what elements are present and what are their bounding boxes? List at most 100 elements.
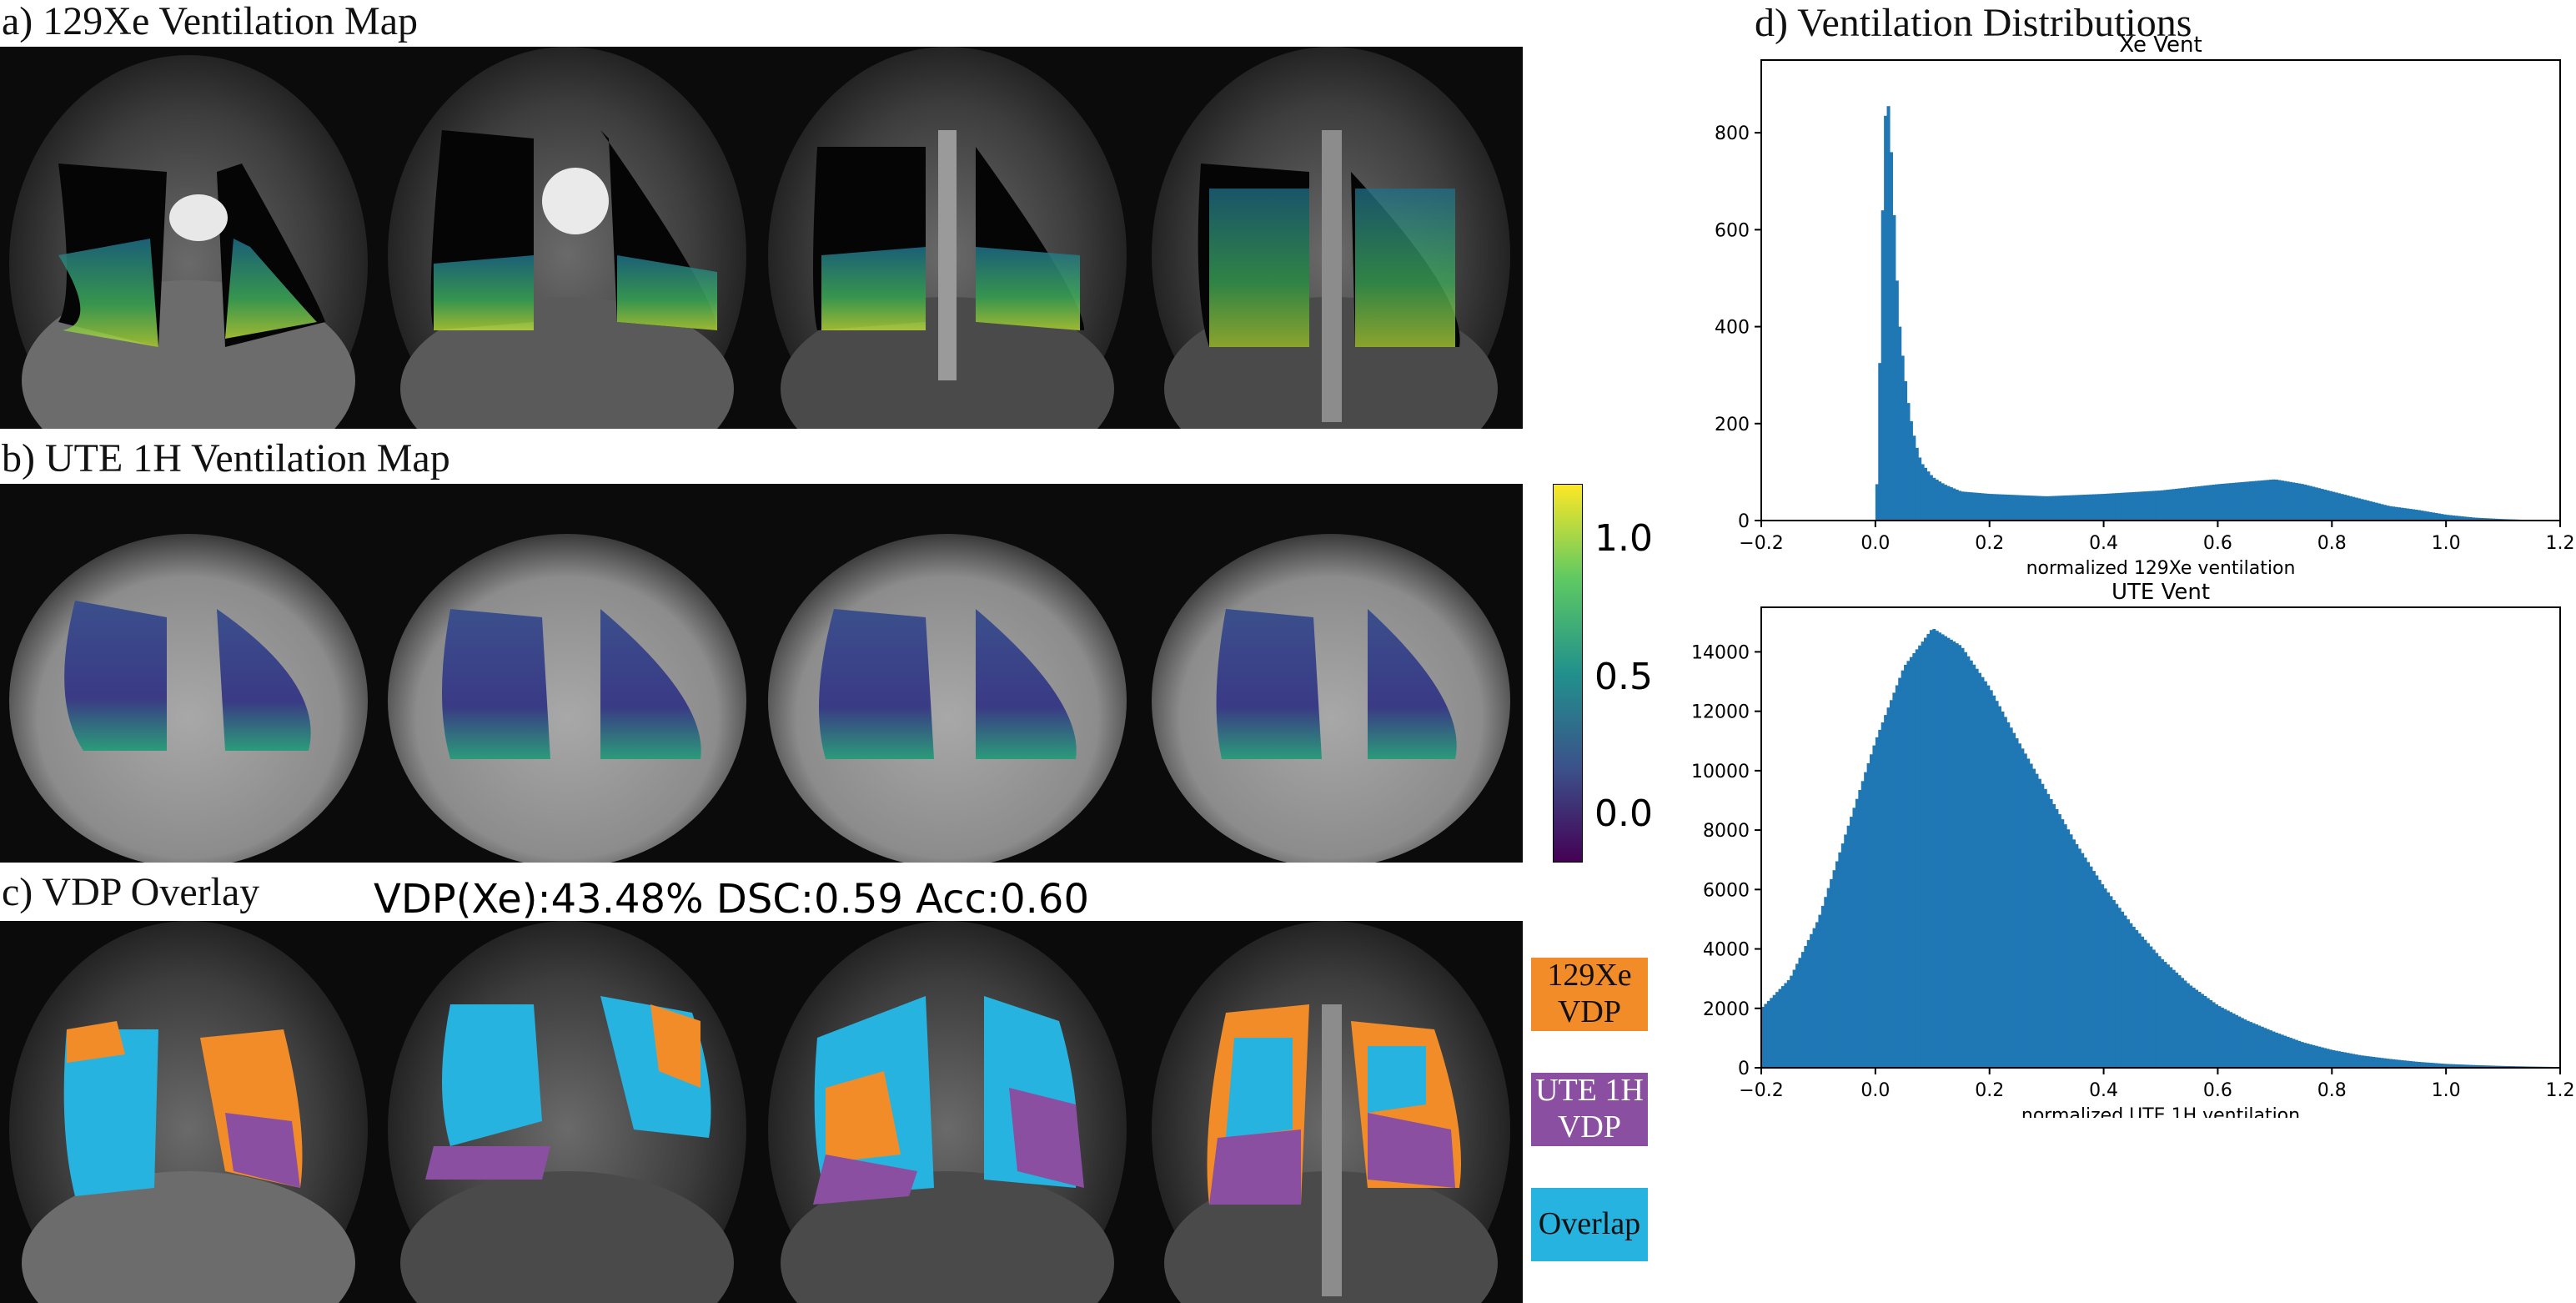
histogram-bar xyxy=(2328,1049,2332,1068)
histogram-bar xyxy=(2001,494,2005,521)
x-tick-label: 0.2 xyxy=(1975,1080,2004,1101)
histogram-bar xyxy=(2012,732,2016,1068)
histogram-bar xyxy=(2003,717,2007,1068)
x-tick-label: 0.6 xyxy=(2203,1080,2232,1101)
histogram-bar xyxy=(2075,844,2079,1068)
histogram-bar xyxy=(2137,491,2142,521)
histogram-bar xyxy=(1772,994,1776,1068)
histogram-bar xyxy=(1761,1006,1765,1068)
ute-ventilation-images xyxy=(0,484,1523,863)
histogram-bar xyxy=(1938,632,1942,1068)
y-tick-label: 0 xyxy=(1738,1059,1750,1079)
histogram-bar xyxy=(2317,1046,2322,1068)
histogram-bar xyxy=(2189,985,2193,1068)
histogram-bar xyxy=(2280,480,2284,521)
histogram-bar xyxy=(1949,487,1953,521)
histogram-bar xyxy=(2257,480,2262,521)
histogram-bar xyxy=(2051,803,2056,1068)
histogram-bar xyxy=(2303,1043,2307,1068)
x-tick-label: 0.0 xyxy=(1860,1080,1890,1101)
histogram-bar xyxy=(1992,494,1996,521)
histogram-bar xyxy=(2448,515,2453,521)
histogram-bar xyxy=(1955,643,1959,1068)
histogram-bar xyxy=(1775,992,1780,1068)
histogram-bar xyxy=(1818,914,1822,1068)
histogram-bar xyxy=(2277,1034,2282,1068)
histogram-bar xyxy=(2474,517,2478,521)
histogram-bar xyxy=(2135,929,2139,1068)
histogram-bar xyxy=(1989,494,1993,521)
histogram-bar xyxy=(2071,495,2076,521)
histogram-bar xyxy=(2428,511,2433,521)
histogram-bar xyxy=(2463,516,2467,521)
chart-title: UTE Vent xyxy=(2112,580,2210,605)
histogram-bar xyxy=(2383,1058,2387,1068)
histogram-bar xyxy=(2029,763,2033,1068)
histogram-bar xyxy=(2348,496,2353,521)
histogram-bar xyxy=(2358,1054,2362,1068)
x-tick-label: 0.2 xyxy=(1975,533,2004,554)
histogram-bar xyxy=(2272,479,2276,521)
histogram-bar xyxy=(1921,641,1925,1068)
histogram-bar xyxy=(2323,489,2327,521)
histogram-bar xyxy=(2312,486,2316,521)
histogram-bar xyxy=(2106,493,2111,521)
histogram-bar xyxy=(2143,491,2147,521)
histogram-bar xyxy=(2077,848,2081,1068)
histogram-bar xyxy=(2091,494,2096,521)
histogram-bar xyxy=(2494,518,2498,521)
histogram-bar xyxy=(2352,1054,2356,1068)
histogram-bar xyxy=(1955,489,1959,521)
histogram-bar xyxy=(1889,700,1893,1068)
histogram-bar xyxy=(1983,681,1987,1068)
histogram-bar xyxy=(2372,501,2376,521)
histogram-bar xyxy=(2095,494,2099,521)
histogram-bar xyxy=(2423,1062,2427,1068)
histogram-bar xyxy=(1926,471,1931,521)
histogram-bar xyxy=(2121,911,2125,1068)
histogram-bar xyxy=(2234,1014,2238,1068)
histogram-bar xyxy=(1918,457,1922,521)
histogram-bar xyxy=(1881,722,1885,1068)
histogram-bar xyxy=(2272,1031,2276,1068)
histogram-bar xyxy=(2226,483,2230,521)
histogram-bar xyxy=(1858,790,1862,1068)
histogram-bar xyxy=(1906,661,1911,1068)
histogram-bar xyxy=(2408,1060,2413,1068)
plot-frame xyxy=(1760,606,2561,1069)
histogram-bar xyxy=(2440,514,2444,521)
histogram-bar xyxy=(2434,1063,2438,1068)
histogram-bar xyxy=(2152,491,2156,521)
histogram-bar xyxy=(1860,781,1865,1068)
x-tick-label: 1.2 xyxy=(2546,1080,2575,1101)
histogram-bar xyxy=(1909,657,1913,1068)
histogram-bar xyxy=(2388,1059,2393,1068)
histogram-bar xyxy=(2023,753,2027,1068)
histogram-bar xyxy=(2343,1052,2347,1068)
xe-slice-4 xyxy=(1152,47,1510,429)
histogram-bar xyxy=(2454,516,2458,521)
histogram-bar xyxy=(2446,1064,2450,1068)
ute-slice-2 xyxy=(388,534,746,863)
histogram-bar xyxy=(2232,1014,2236,1068)
histogram-bar xyxy=(2412,509,2416,521)
histogram-bar xyxy=(2451,515,2456,521)
histogram-bar xyxy=(1997,494,2001,521)
histogram-bar xyxy=(2217,484,2222,521)
histogram-bar xyxy=(2494,1065,2498,1068)
legend-ute-vdp: UTE 1H VDP xyxy=(1531,1073,1648,1146)
histogram-bar xyxy=(1915,649,1919,1068)
histogram-bar xyxy=(1995,494,1999,521)
histogram-bar xyxy=(2308,1044,2312,1068)
histogram-bar xyxy=(2023,495,2027,521)
histogram-bar xyxy=(2183,980,2187,1068)
histogram-bar xyxy=(2257,1025,2262,1068)
histogram-bar xyxy=(2263,480,2267,521)
histogram-bar xyxy=(2400,1059,2404,1068)
histogram-bar xyxy=(1815,922,1820,1068)
histogram-bar xyxy=(2337,1051,2342,1068)
histogram-bar xyxy=(2491,518,2495,521)
histogram-bar xyxy=(2057,496,2061,521)
panel-c-title: c) VDP Overlay xyxy=(2,870,260,914)
histogram-bar xyxy=(2223,1009,2227,1068)
